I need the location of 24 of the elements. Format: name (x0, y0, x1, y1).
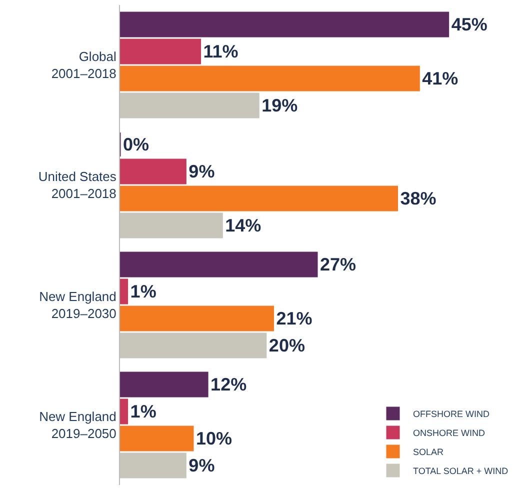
y-tick-label: New England 2019–2050 (39, 409, 116, 441)
data-label: 0% (123, 134, 150, 154)
y-tick-label: Global 2001–2018 (51, 49, 117, 81)
y-tick-label: United States 2001–2018 (38, 169, 117, 201)
data-label: 45% (451, 14, 488, 34)
data-label: 38% (400, 188, 436, 208)
data-label: 9% (188, 162, 215, 182)
data-label: 12% (210, 374, 247, 394)
data-label: 11% (203, 42, 238, 62)
data-label: 9% (188, 456, 215, 476)
data-label: 1% (130, 282, 156, 302)
data-label: 14% (225, 216, 262, 236)
data-label: 21% (276, 308, 312, 328)
data-label: 10% (196, 428, 232, 448)
y-tick-label: New England 2019–2030 (39, 289, 116, 321)
data-label: 20% (268, 336, 305, 356)
legend-label: TOTAL SOLAR + WIND (413, 466, 509, 476)
data-label: 1% (130, 402, 156, 422)
data-label: 19% (262, 96, 298, 116)
data-label: 27% (320, 254, 356, 274)
legend-label: SOLAR (413, 447, 444, 458)
legend-label: ONSHORE WIND (413, 428, 486, 438)
data-label: 41% (422, 68, 458, 88)
legend-label: OFFSHORE WIND (413, 409, 490, 420)
